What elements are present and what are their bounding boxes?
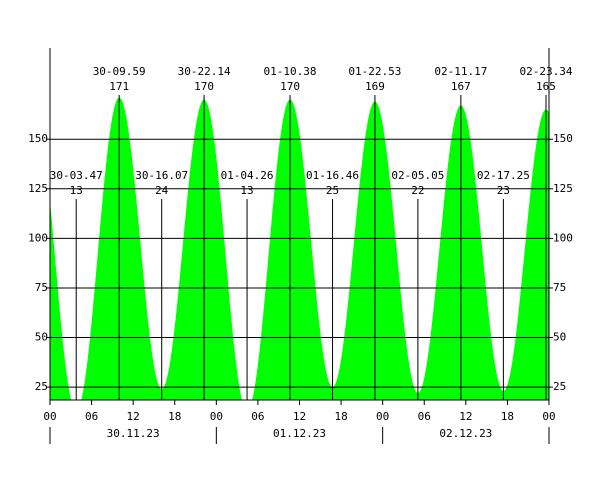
extreme-time: 30-22.14 bbox=[178, 65, 231, 78]
extreme-time: 02-05.05 bbox=[391, 169, 444, 182]
plot-area bbox=[50, 97, 549, 400]
y-tick-label-right: 150 bbox=[553, 132, 573, 145]
extreme-value: 167 bbox=[451, 80, 471, 93]
extreme-value: 24 bbox=[155, 184, 169, 197]
x-tick-label: 12 bbox=[127, 410, 140, 423]
extreme-time: 02-11.17 bbox=[434, 65, 487, 78]
day-label: 02.12.23 bbox=[439, 427, 492, 440]
x-tick-label: 12 bbox=[293, 410, 306, 423]
x-tick-label: 00 bbox=[43, 410, 56, 423]
x-tick-label: 00 bbox=[210, 410, 223, 423]
extreme-value: 13 bbox=[240, 184, 253, 197]
y-tick-label-right: 100 bbox=[553, 231, 573, 244]
y-tick-label: 25 bbox=[35, 380, 48, 393]
extreme-value: 25 bbox=[326, 184, 339, 197]
y-tick-label: 50 bbox=[35, 331, 48, 344]
y-tick-label: 150 bbox=[28, 132, 48, 145]
extreme-value: 165 bbox=[536, 80, 556, 93]
day-label: 30.11.23 bbox=[107, 427, 160, 440]
extreme-time: 01-16.46 bbox=[306, 169, 359, 182]
x-tick-label: 18 bbox=[501, 410, 514, 423]
extreme-time: 01-22.53 bbox=[348, 65, 401, 78]
extreme-value: 169 bbox=[365, 80, 385, 93]
extreme-time: 02-17.25 bbox=[477, 169, 530, 182]
y-tick-label: 100 bbox=[28, 231, 48, 244]
extreme-time: 01-10.38 bbox=[264, 65, 317, 78]
y-tick-label-right: 75 bbox=[553, 281, 566, 294]
extreme-time: 02-23.34 bbox=[520, 65, 573, 78]
extreme-value: 23 bbox=[497, 184, 510, 197]
day-label: 01.12.23 bbox=[273, 427, 326, 440]
x-tick-label: 00 bbox=[542, 410, 555, 423]
extreme-time: 01-04.26 bbox=[221, 169, 274, 182]
x-tick-label: 18 bbox=[334, 410, 347, 423]
extreme-value: 171 bbox=[109, 80, 129, 93]
extreme-value: 13 bbox=[70, 184, 83, 197]
extreme-time: 30-03.47 bbox=[50, 169, 103, 182]
tide-area bbox=[50, 97, 549, 400]
extreme-value: 170 bbox=[280, 80, 300, 93]
y-tick-label: 125 bbox=[28, 182, 48, 195]
extreme-value: 170 bbox=[194, 80, 214, 93]
y-tick-label-right: 125 bbox=[553, 182, 573, 195]
x-tick-label: 06 bbox=[418, 410, 431, 423]
y-tick-label-right: 50 bbox=[553, 331, 566, 344]
y-tick-label-right: 25 bbox=[553, 380, 566, 393]
extreme-time: 30-09.59 bbox=[93, 65, 146, 78]
x-tick-label: 06 bbox=[85, 410, 98, 423]
x-tick-label: 12 bbox=[459, 410, 472, 423]
extreme-value: 22 bbox=[411, 184, 424, 197]
x-tick-label: 18 bbox=[168, 410, 181, 423]
x-tick-label: 00 bbox=[376, 410, 389, 423]
x-tick-label: 06 bbox=[251, 410, 264, 423]
y-tick-label: 75 bbox=[35, 281, 48, 294]
extreme-time: 30-16.07 bbox=[135, 169, 188, 182]
